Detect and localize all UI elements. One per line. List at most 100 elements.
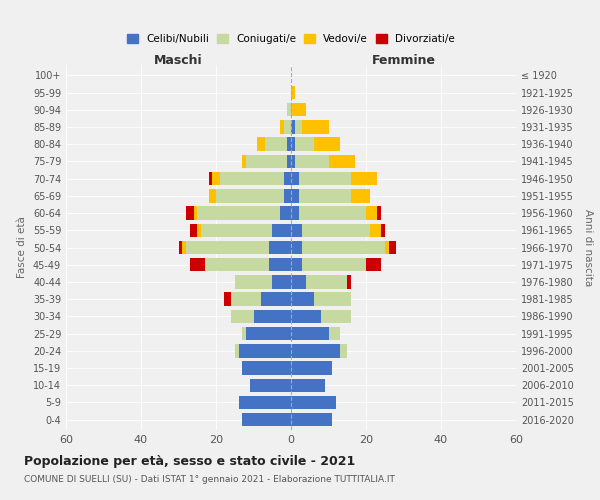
- Bar: [272, 224, 291, 237]
- Bar: [291, 172, 299, 186]
- Bar: [299, 172, 351, 186]
- Bar: [269, 258, 291, 272]
- Bar: [291, 292, 314, 306]
- Bar: [302, 258, 366, 272]
- Bar: [242, 413, 291, 426]
- Bar: [314, 138, 340, 151]
- Bar: [314, 292, 351, 306]
- Bar: [231, 292, 261, 306]
- Bar: [351, 172, 377, 186]
- Bar: [235, 275, 272, 288]
- Bar: [291, 258, 302, 272]
- Bar: [254, 310, 291, 323]
- Bar: [340, 344, 347, 358]
- Bar: [216, 189, 284, 202]
- Bar: [321, 310, 351, 323]
- Bar: [242, 154, 246, 168]
- Bar: [381, 224, 385, 237]
- Bar: [295, 138, 314, 151]
- Bar: [239, 396, 291, 409]
- Bar: [287, 154, 291, 168]
- Bar: [284, 189, 291, 202]
- Bar: [299, 206, 366, 220]
- Bar: [209, 189, 216, 202]
- Bar: [242, 327, 246, 340]
- Bar: [182, 241, 186, 254]
- Bar: [389, 241, 396, 254]
- Text: Femmine: Femmine: [371, 54, 436, 66]
- Bar: [295, 120, 302, 134]
- Bar: [235, 344, 239, 358]
- Bar: [179, 241, 182, 254]
- Legend: Celibi/Nubili, Coniugati/e, Vedovi/e, Divorziati/e: Celibi/Nubili, Coniugati/e, Vedovi/e, Di…: [123, 30, 459, 48]
- Bar: [291, 362, 332, 374]
- Bar: [220, 172, 284, 186]
- Bar: [347, 275, 351, 288]
- Bar: [242, 362, 291, 374]
- Bar: [291, 154, 295, 168]
- Bar: [291, 206, 299, 220]
- Bar: [291, 327, 329, 340]
- Bar: [284, 120, 291, 134]
- Text: COMUNE DI SUELLI (SU) - Dati ISTAT 1° gennaio 2021 - Elaborazione TUTTITALIA.IT: COMUNE DI SUELLI (SU) - Dati ISTAT 1° ge…: [24, 475, 395, 484]
- Bar: [193, 206, 197, 220]
- Bar: [231, 310, 254, 323]
- Bar: [291, 344, 340, 358]
- Bar: [261, 292, 291, 306]
- Bar: [291, 396, 336, 409]
- Bar: [205, 258, 269, 272]
- Bar: [212, 172, 220, 186]
- Bar: [246, 154, 287, 168]
- Bar: [272, 275, 291, 288]
- Bar: [190, 224, 197, 237]
- Bar: [370, 224, 381, 237]
- Bar: [291, 120, 295, 134]
- Bar: [366, 258, 381, 272]
- Bar: [190, 258, 205, 272]
- Bar: [280, 206, 291, 220]
- Bar: [269, 241, 291, 254]
- Bar: [291, 103, 306, 117]
- Bar: [302, 120, 329, 134]
- Bar: [265, 138, 287, 151]
- Bar: [246, 327, 291, 340]
- Bar: [302, 224, 370, 237]
- Bar: [287, 138, 291, 151]
- Bar: [291, 378, 325, 392]
- Bar: [287, 103, 291, 117]
- Bar: [257, 138, 265, 151]
- Bar: [197, 224, 201, 237]
- Bar: [250, 378, 291, 392]
- Bar: [209, 172, 212, 186]
- Y-axis label: Anni di nascita: Anni di nascita: [583, 209, 593, 286]
- Bar: [186, 241, 269, 254]
- Bar: [186, 206, 193, 220]
- Bar: [291, 138, 295, 151]
- Y-axis label: Fasce di età: Fasce di età: [17, 216, 27, 278]
- Bar: [291, 86, 295, 100]
- Bar: [291, 275, 306, 288]
- Bar: [291, 241, 302, 254]
- Bar: [329, 327, 340, 340]
- Bar: [295, 154, 329, 168]
- Bar: [239, 344, 291, 358]
- Bar: [284, 172, 291, 186]
- Bar: [223, 292, 231, 306]
- Bar: [306, 275, 347, 288]
- Bar: [291, 413, 332, 426]
- Bar: [291, 224, 302, 237]
- Bar: [291, 310, 321, 323]
- Text: Popolazione per età, sesso e stato civile - 2021: Popolazione per età, sesso e stato civil…: [24, 455, 355, 468]
- Bar: [351, 189, 370, 202]
- Bar: [197, 206, 280, 220]
- Text: Maschi: Maschi: [154, 54, 203, 66]
- Bar: [299, 189, 351, 202]
- Bar: [366, 206, 377, 220]
- Bar: [329, 154, 355, 168]
- Bar: [291, 189, 299, 202]
- Bar: [280, 120, 284, 134]
- Bar: [377, 206, 381, 220]
- Bar: [302, 241, 385, 254]
- Bar: [201, 224, 272, 237]
- Bar: [385, 241, 389, 254]
